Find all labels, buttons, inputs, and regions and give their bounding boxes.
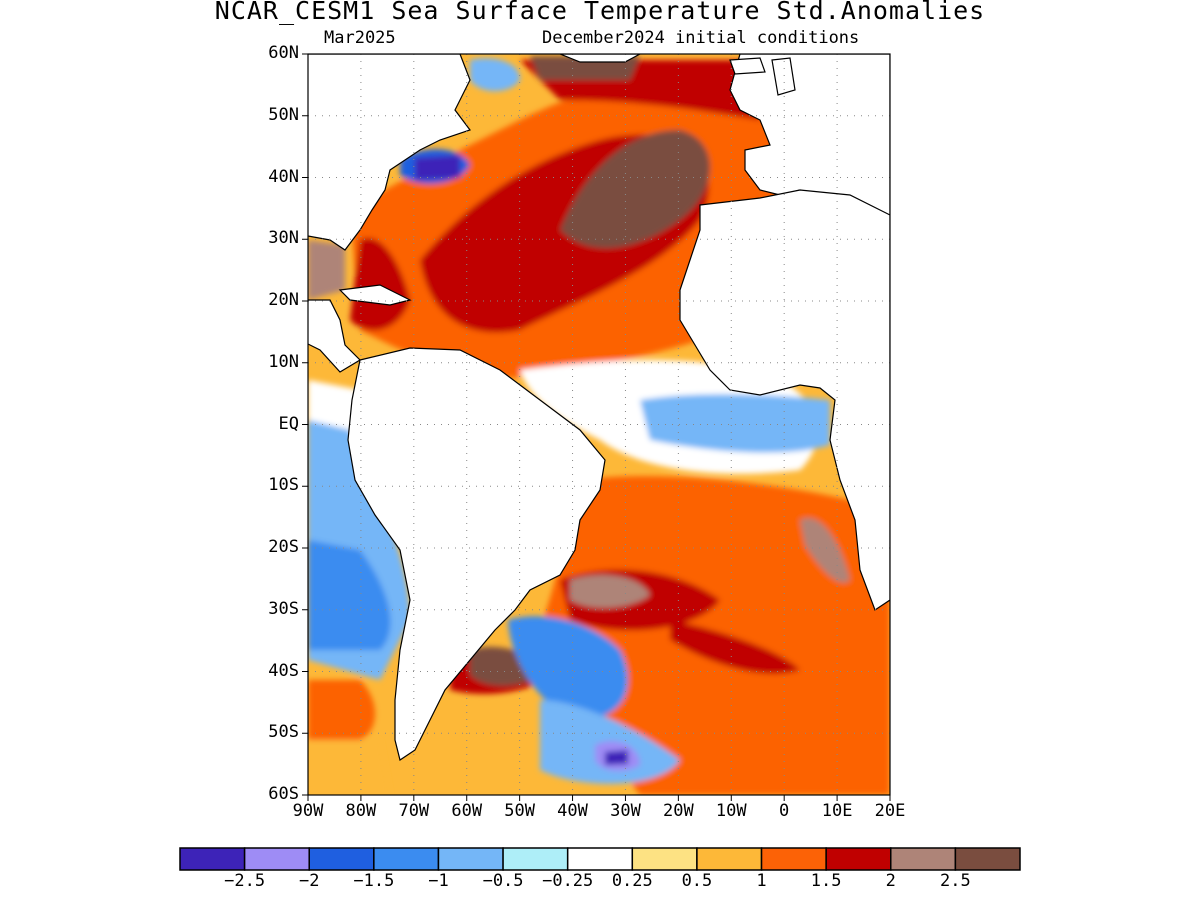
- anomaly-south-atlantic-extreme: [570, 575, 650, 608]
- anomaly-benguela-extreme: [800, 518, 850, 583]
- colorbar-swatch: [825, 847, 892, 871]
- lon-label: 40W: [557, 801, 588, 821]
- colorbar-label: −0.5: [482, 871, 524, 891]
- colorbar-label: 1.5: [810, 871, 842, 891]
- british-isles-land: [771, 57, 796, 96]
- colorbar-label: −1: [428, 871, 449, 891]
- colorbar-swatch: [243, 847, 310, 871]
- lat-label: 30N: [268, 228, 299, 249]
- colorbar-swatch: [308, 847, 375, 871]
- colorbar-swatch: [437, 847, 504, 871]
- lat-label: 30S: [268, 598, 299, 619]
- africa-land: [679, 189, 890, 611]
- lon-label: 20W: [663, 801, 694, 821]
- lat-label: 40N: [268, 166, 299, 187]
- land-masses: [308, 54, 890, 761]
- anomaly-pacific-south-mild: [308, 740, 390, 795]
- lon-label: 90W: [292, 801, 324, 821]
- anomaly-pacific-south-warm: [308, 680, 375, 740]
- colorbar-label: 0.5: [681, 871, 713, 891]
- colorbar-swatch: [179, 847, 246, 871]
- anomaly-south-coldest: [605, 750, 628, 765]
- lat-label: 50N: [268, 104, 299, 125]
- anomaly-caribbean-warm: [350, 238, 410, 331]
- anomaly-southwest-cool: [508, 616, 628, 720]
- anomaly-north-atlantic-extreme: [560, 130, 710, 249]
- colorbar-swatch: [760, 847, 827, 871]
- lon-label: 30W: [610, 801, 641, 821]
- colorbar-swatch: [696, 847, 763, 871]
- colorbar-label: 2: [885, 871, 896, 891]
- anomaly-gulf-stream-cold: [415, 155, 460, 180]
- lon-label: 10E: [821, 801, 853, 821]
- colorbar-label: 2.5: [940, 871, 971, 891]
- lat-label: 50S: [268, 722, 299, 743]
- colorbar-swatch: [954, 847, 1021, 871]
- lat-label: 20S: [268, 537, 299, 557]
- anomaly-labrador-cool: [470, 58, 520, 92]
- lon-label: 0: [779, 801, 790, 821]
- lat-label: 40S: [268, 660, 299, 681]
- lon-label: 10W: [715, 801, 747, 821]
- lat-label: EQ: [278, 413, 299, 434]
- colorbar-swatch: [631, 847, 698, 871]
- colorbar-swatch: [566, 847, 634, 871]
- lat-label: 60S: [268, 784, 299, 804]
- chart-title: NCAR_CESM1 Sea Surface Temperature Std.A…: [214, 0, 986, 25]
- colorbar-label: −2.5: [224, 871, 266, 891]
- north-america-land: [308, 54, 471, 251]
- lat-label: 20N: [268, 290, 299, 310]
- colorbar-label: −0.25: [542, 871, 594, 891]
- colorbar-swatch: [890, 847, 957, 871]
- anomaly-pacific-cooler: [308, 540, 391, 650]
- anomaly-equatorial-cool: [640, 394, 830, 453]
- colorbar-swatch: [373, 847, 440, 871]
- initial-conditions: December2024 initial conditions: [542, 28, 860, 48]
- lon-label: 20E: [874, 801, 906, 821]
- lon-label: 50W: [504, 801, 535, 821]
- lat-label: 10N: [268, 351, 299, 372]
- south-america-land: [347, 347, 606, 761]
- lon-label: 60W: [451, 801, 483, 821]
- lat-label: 60N: [268, 43, 299, 63]
- colorbar-label: 1: [756, 871, 767, 891]
- lat-label: 10S: [268, 475, 299, 496]
- cuba-land: [338, 284, 412, 306]
- anomaly-gulf-warm: [308, 240, 345, 300]
- colorbar-label: 0.25: [611, 871, 653, 891]
- lon-label: 70W: [398, 801, 430, 821]
- colorbar-label: −1.5: [353, 871, 395, 891]
- iceland-land: [729, 57, 766, 75]
- colorbar-label: −2: [298, 871, 320, 891]
- lon-label: 80W: [345, 801, 377, 821]
- forecast-month: Mar2025: [324, 28, 396, 48]
- anomaly-south-warm-ridge: [670, 620, 800, 674]
- colorbar-swatch: [502, 847, 569, 871]
